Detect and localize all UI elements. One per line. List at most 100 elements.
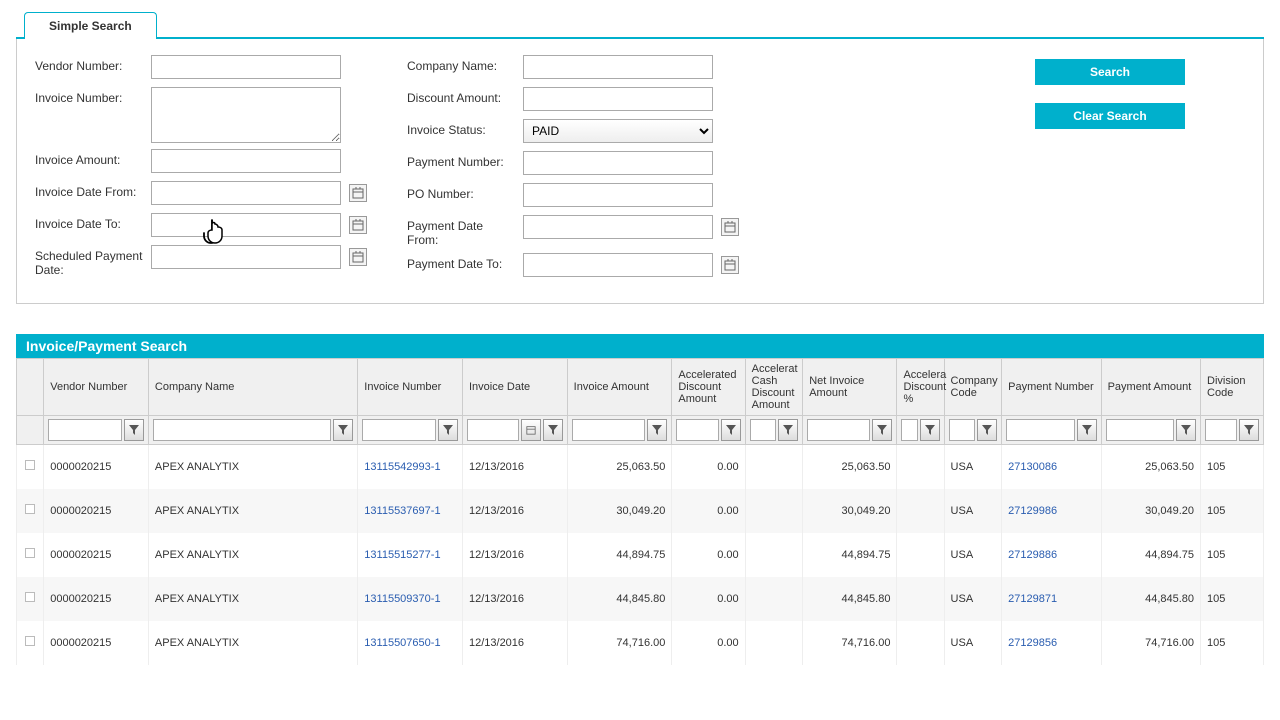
filter-invoice-amount[interactable]: [572, 419, 646, 441]
payment-date-from-input[interactable]: [523, 215, 713, 239]
filter-icon[interactable]: [333, 419, 353, 441]
filter-invoice-date[interactable]: [467, 419, 519, 441]
col-payment-amount[interactable]: Payment Amount: [1101, 359, 1200, 416]
row-checkbox[interactable]: [25, 504, 35, 514]
cell-invoice-amount: 44,845.80: [567, 577, 672, 621]
filter-division-code[interactable]: [1205, 419, 1237, 441]
calendar-icon[interactable]: [721, 218, 739, 236]
filter-company-code[interactable]: [949, 419, 976, 441]
filter-accel-cash-discount[interactable]: [750, 419, 777, 441]
discount-amount-label: Discount Amount:: [407, 87, 515, 105]
filter-icon[interactable]: [872, 419, 892, 441]
clear-search-button[interactable]: Clear Search: [1035, 103, 1185, 129]
cell-invoice-number[interactable]: 13115507650-1: [358, 621, 463, 665]
col-accel-discount-amount[interactable]: Accelerated Discount Amount: [672, 359, 745, 416]
row-checkbox[interactable]: [25, 592, 35, 602]
cell-payment-amount: 44,845.80: [1101, 577, 1200, 621]
discount-amount-input[interactable]: [523, 87, 713, 111]
cell-company-name: APEX ANALYTIX: [148, 621, 357, 665]
table-row[interactable]: 0000020215APEX ANALYTIX13115537697-112/1…: [17, 489, 1264, 533]
invoice-date-to-label: Invoice Date To:: [35, 213, 143, 231]
cell-vendor-number: 0000020215: [44, 533, 149, 577]
cell-payment-number[interactable]: 27129986: [1002, 489, 1101, 533]
invoice-date-from-input[interactable]: [151, 181, 341, 205]
invoice-number-input[interactable]: [151, 87, 341, 143]
vendor-number-label: Vendor Number:: [35, 55, 143, 73]
invoice-amount-input[interactable]: [151, 149, 341, 173]
filter-icon[interactable]: [543, 419, 563, 441]
cell-company-name: APEX ANALYTIX: [148, 533, 357, 577]
cell-accel-discount-pct: [897, 533, 944, 577]
cell-vendor-number: 0000020215: [44, 577, 149, 621]
calendar-icon[interactable]: [721, 256, 739, 274]
filter-icon[interactable]: [778, 419, 798, 441]
filter-icon[interactable]: [1176, 419, 1196, 441]
filter-payment-number[interactable]: [1006, 419, 1074, 441]
search-panel: Vendor Number: Invoice Number: Invoice A…: [16, 39, 1264, 304]
vendor-number-input[interactable]: [151, 55, 341, 79]
col-division-code[interactable]: Division Code: [1201, 359, 1264, 416]
invoice-amount-label: Invoice Amount:: [35, 149, 143, 167]
filter-icon[interactable]: [124, 419, 144, 441]
filter-invoice-number[interactable]: [362, 419, 436, 441]
filter-icon[interactable]: [920, 419, 940, 441]
row-checkbox[interactable]: [25, 636, 35, 646]
filter-accel-pct[interactable]: [901, 419, 917, 441]
col-accel-cash-discount-amount[interactable]: Accelerat Cash Discount Amount: [745, 359, 803, 416]
row-checkbox[interactable]: [25, 460, 35, 470]
col-invoice-amount[interactable]: Invoice Amount: [567, 359, 672, 416]
filter-icon[interactable]: [438, 419, 458, 441]
scheduled-payment-date-input[interactable]: [151, 245, 341, 269]
cell-payment-number[interactable]: 27129856: [1002, 621, 1101, 665]
col-vendor-number[interactable]: Vendor Number: [44, 359, 149, 416]
filter-company-name[interactable]: [153, 419, 331, 441]
col-invoice-date[interactable]: Invoice Date: [462, 359, 567, 416]
payment-number-input[interactable]: [523, 151, 713, 175]
col-invoice-number[interactable]: Invoice Number: [358, 359, 463, 416]
cell-payment-number[interactable]: 27130086: [1002, 445, 1101, 489]
invoice-date-to-input[interactable]: [151, 213, 341, 237]
calendar-icon[interactable]: [349, 216, 367, 234]
filter-net-invoice[interactable]: [807, 419, 870, 441]
payment-date-to-label: Payment Date To:: [407, 253, 515, 271]
invoice-status-select[interactable]: PAID: [523, 119, 713, 143]
po-number-input[interactable]: [523, 183, 713, 207]
payment-date-to-input[interactable]: [523, 253, 713, 277]
table-row[interactable]: 0000020215APEX ANALYTIX13115542993-112/1…: [17, 445, 1264, 489]
cell-invoice-number[interactable]: 13115515277-1: [358, 533, 463, 577]
company-name-input[interactable]: [523, 55, 713, 79]
cell-invoice-date: 12/13/2016: [462, 533, 567, 577]
row-checkbox[interactable]: [25, 548, 35, 558]
filter-icon[interactable]: [721, 419, 741, 441]
table-row[interactable]: 0000020215APEX ANALYTIX13115507650-112/1…: [17, 621, 1264, 665]
calendar-icon[interactable]: [521, 419, 541, 441]
col-company-code[interactable]: Company Code: [944, 359, 1002, 416]
filter-accel-discount[interactable]: [676, 419, 718, 441]
cell-payment-amount: 25,063.50: [1101, 445, 1200, 489]
col-payment-number[interactable]: Payment Number: [1002, 359, 1101, 416]
results-table: Vendor Number Company Name Invoice Numbe…: [16, 358, 1264, 665]
filter-icon[interactable]: [977, 419, 997, 441]
cell-invoice-number[interactable]: 13115537697-1: [358, 489, 463, 533]
filter-icon[interactable]: [1239, 419, 1259, 441]
cell-payment-number[interactable]: 27129886: [1002, 533, 1101, 577]
calendar-icon[interactable]: [349, 248, 367, 266]
table-row[interactable]: 0000020215APEX ANALYTIX13115509370-112/1…: [17, 577, 1264, 621]
cell-company-code: USA: [944, 445, 1002, 489]
calendar-icon[interactable]: [349, 184, 367, 202]
cell-division-code: 105: [1201, 621, 1264, 665]
cell-invoice-amount: 30,049.20: [567, 489, 672, 533]
table-row[interactable]: 0000020215APEX ANALYTIX13115515277-112/1…: [17, 533, 1264, 577]
filter-icon[interactable]: [1077, 419, 1097, 441]
filter-payment-amount[interactable]: [1106, 419, 1174, 441]
tab-simple-search[interactable]: Simple Search: [24, 12, 157, 39]
col-net-invoice-amount[interactable]: Net Invoice Amount: [803, 359, 897, 416]
cell-invoice-number[interactable]: 13115542993-1: [358, 445, 463, 489]
cell-payment-number[interactable]: 27129871: [1002, 577, 1101, 621]
filter-vendor-number[interactable]: [48, 419, 122, 441]
cell-invoice-number[interactable]: 13115509370-1: [358, 577, 463, 621]
col-accel-discount-pct[interactable]: Accelera Discount %: [897, 359, 944, 416]
filter-icon[interactable]: [647, 419, 667, 441]
search-button[interactable]: Search: [1035, 59, 1185, 85]
col-company-name[interactable]: Company Name: [148, 359, 357, 416]
